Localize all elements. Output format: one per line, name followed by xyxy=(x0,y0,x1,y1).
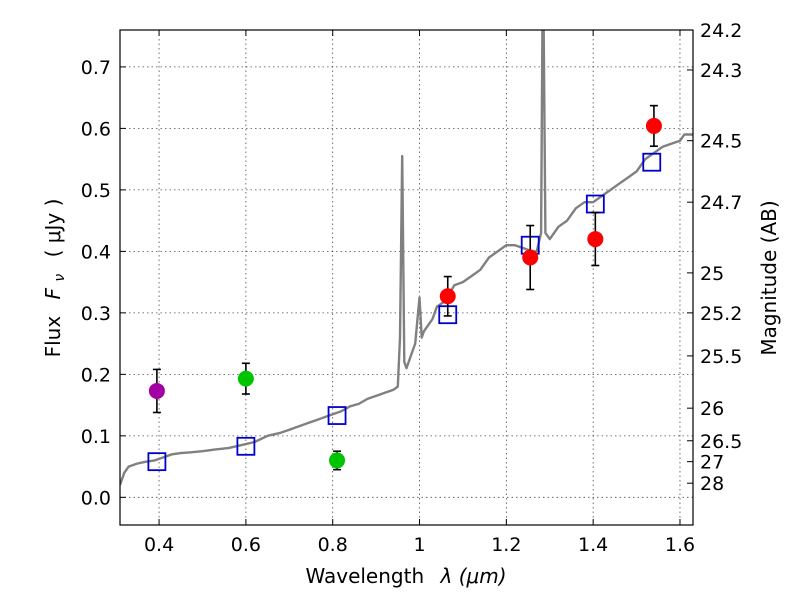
x-tick-label: 0.4 xyxy=(144,534,174,556)
y-axis-ticks: 0.0 0.1 0.2 0.3 0.4 0.5 0.6 0.7 xyxy=(81,57,126,509)
observed-point xyxy=(148,382,165,399)
y-axis-label-subscript: ν xyxy=(52,274,68,282)
y-axis-label-text: Flux xyxy=(41,316,65,358)
y-tick-label: 0.4 xyxy=(81,241,111,263)
right-tick-label: 28 xyxy=(700,473,724,495)
x-axis-label-math: λ (μm) xyxy=(440,564,507,588)
y-tick-label: 0.1 xyxy=(81,426,111,448)
y-tick-label: 0.5 xyxy=(81,180,111,202)
model-square-marker xyxy=(585,194,605,214)
right-tick-label: 25.5 xyxy=(700,346,742,368)
y-tick-label: 0.7 xyxy=(81,57,111,79)
observed-point xyxy=(522,249,539,266)
right-tick-label: 24.3 xyxy=(700,60,742,82)
plot-frame xyxy=(119,29,694,526)
right-tick-label: 27 xyxy=(700,452,724,474)
spectrum-line xyxy=(120,30,693,486)
model-square-marker xyxy=(236,436,256,456)
x-axis-label: Wavelength λ (μm) xyxy=(305,564,506,588)
right-axis-label: Magnitude (AB) xyxy=(757,200,781,355)
x-tick-label: 0.6 xyxy=(231,534,261,556)
right-tick-label: 26 xyxy=(700,398,724,420)
y-axis-label-unit: ( μJy ) xyxy=(41,199,65,258)
model-square-marker xyxy=(327,406,347,425)
x-tick-label: 1 xyxy=(413,534,425,556)
observed-point xyxy=(439,288,456,305)
x-tick-label: 1.4 xyxy=(578,534,608,556)
x-axis-ticks: 0.4 0.6 0.8 1 1.2 1.4 1.6 xyxy=(144,30,695,556)
y-tick-label: 0.0 xyxy=(81,487,111,509)
x-axis-label-text: Wavelength xyxy=(305,564,424,588)
observed-point xyxy=(237,370,254,387)
y-tick-label: 0.3 xyxy=(81,303,111,325)
model-square-marker xyxy=(642,152,662,172)
model-square-marker xyxy=(147,452,167,472)
observed-point xyxy=(329,452,346,469)
y-tick-label: 0.6 xyxy=(81,118,111,140)
x-tick-label: 0.8 xyxy=(318,534,348,556)
x-tick-label: 1.2 xyxy=(491,534,521,556)
right-tick-label: 24.5 xyxy=(700,131,742,153)
y-axis-label-math: F xyxy=(41,287,65,299)
y-tick-label: 0.2 xyxy=(81,364,111,386)
observed-point xyxy=(587,231,604,248)
right-tick-label: 24.7 xyxy=(700,192,742,214)
right-tick-label: 25 xyxy=(700,263,724,285)
observed-point xyxy=(645,117,662,134)
right-axis-label-text: Magnitude (AB) xyxy=(757,200,781,355)
y-axis-label: Flux F ν ( μJy ) xyxy=(41,199,69,358)
right-tick-label: 26.5 xyxy=(700,431,742,453)
right-tick-label: 25.2 xyxy=(700,303,742,325)
right-tick-label: 24.2 xyxy=(700,20,742,42)
x-tick-label: 1.6 xyxy=(665,534,695,556)
grid-lines xyxy=(120,30,693,525)
data-series xyxy=(120,30,693,486)
